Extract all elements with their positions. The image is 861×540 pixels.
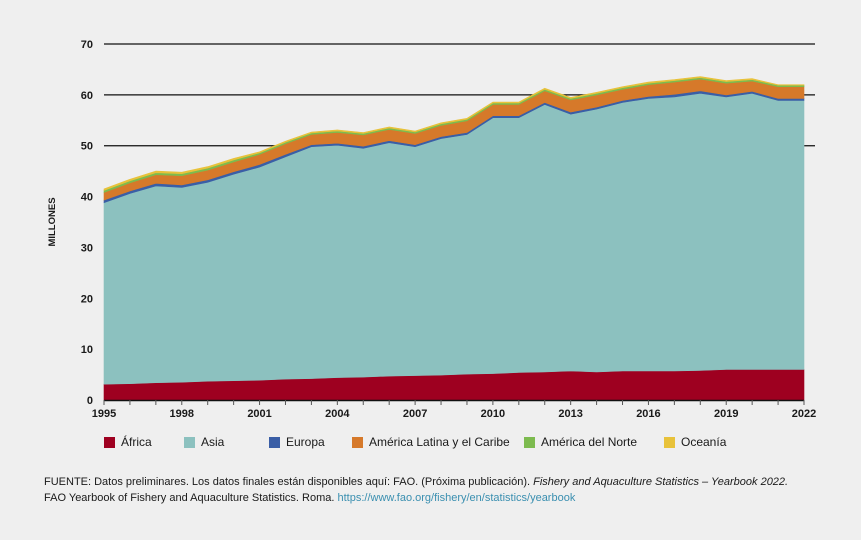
- x-tick-label: 1995: [92, 408, 116, 420]
- source-link[interactable]: https://www.fao.org/fishery/en/statistic…: [337, 492, 576, 504]
- y-tick-label: 10: [81, 344, 93, 356]
- x-tick-label: 2004: [325, 408, 350, 420]
- legend: África Asia Europa América Latina y el C…: [104, 435, 726, 449]
- source-prefix: FUENTE: Datos preliminares. Los datos fi…: [44, 476, 534, 488]
- legend-label: Europa: [286, 435, 325, 449]
- area-oceania: [103, 76, 805, 191]
- legend-label: África: [121, 435, 152, 449]
- x-tick-label: 2013: [558, 408, 582, 420]
- source-note: FUENTE: Datos preliminares. Los datos fi…: [44, 474, 844, 506]
- legend-label: América del Norte: [541, 435, 638, 449]
- legend-swatch-oceania: [664, 436, 675, 448]
- x-tick-label: 2001: [247, 408, 271, 420]
- legend-swatch-america-latina: [352, 436, 363, 448]
- x-tick-label: 2022: [792, 408, 816, 420]
- legend-item-europa: Europa: [269, 435, 352, 449]
- y-tick-label: 70: [81, 39, 93, 51]
- legend-item-america-latina: América Latina y el Caribe: [352, 435, 524, 449]
- area-layers: [103, 76, 805, 401]
- legend-item-africa: África: [104, 435, 184, 449]
- y-tick-label: 50: [81, 141, 93, 153]
- y-axis-title: MILLONES: [47, 197, 58, 246]
- legend-swatch-europa: [269, 436, 280, 448]
- source-italic-title: Fishery and Aquaculture Statistics – Yea…: [533, 476, 789, 488]
- y-tick-label: 40: [81, 192, 93, 204]
- x-tick-label: 2016: [636, 408, 660, 420]
- y-tick-label: 0: [87, 395, 93, 407]
- legend-item-oceania: Oceanía: [664, 435, 726, 449]
- y-tick-label: 30: [81, 242, 93, 254]
- x-tick-label: 2010: [481, 408, 505, 420]
- stacked-area-chart: 0 10 20 30 40 50 60 70 1995 1998 2001 2004 2007 2010…: [47, 39, 816, 420]
- legend-label: Asia: [201, 435, 225, 449]
- legend-item-america-norte: América del Norte: [524, 435, 664, 449]
- x-axis: 1995 1998 2001 2004 2007 2010 2013 2016 2019 2022: [92, 399, 816, 420]
- x-tick-label: 2007: [403, 408, 427, 420]
- legend-item-asia: Asia: [184, 435, 269, 449]
- legend-label: Oceanía: [681, 435, 727, 449]
- x-tick-label: 2019: [714, 408, 738, 420]
- legend-label: América Latina y el Caribe: [369, 435, 510, 449]
- y-axis: 0 10 20 30 40 50 60 70: [81, 39, 93, 407]
- source-line2: FAO Yearbook of Fishery and Aquaculture …: [44, 492, 338, 504]
- legend-swatch-asia: [184, 436, 195, 448]
- legend-swatch-america-norte: [524, 436, 535, 448]
- legend-swatch-africa: [104, 436, 115, 448]
- area-asia: [103, 92, 805, 385]
- y-tick-label: 20: [81, 293, 93, 305]
- y-tick-label: 60: [81, 90, 93, 102]
- x-tick-label: 1998: [170, 408, 194, 420]
